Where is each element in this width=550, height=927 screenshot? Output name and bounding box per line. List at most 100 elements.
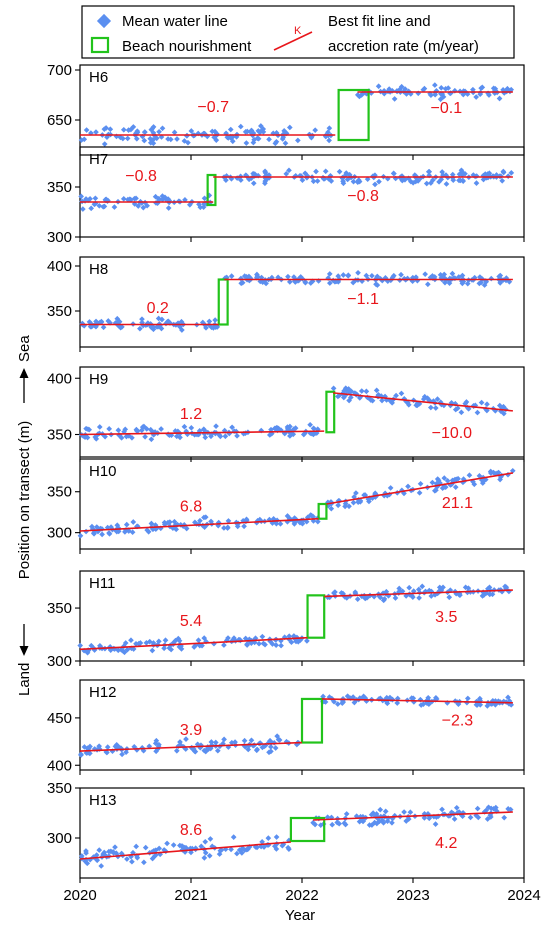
data-point [380, 819, 387, 826]
data-point [428, 92, 434, 99]
data-point [99, 531, 105, 538]
legend-fit-marker-text: K [294, 25, 302, 37]
data-point [120, 135, 126, 142]
data-point [229, 138, 236, 145]
data-point [125, 196, 131, 203]
data-point [336, 168, 343, 175]
fit-line [324, 589, 513, 598]
data-point [138, 427, 145, 434]
y-tick-label: 350 [47, 303, 72, 320]
fit-line [326, 472, 514, 505]
data-point [272, 843, 278, 850]
data-point [261, 844, 267, 850]
data-point [106, 425, 113, 432]
data-point [259, 279, 266, 286]
data-point [239, 850, 245, 856]
data-point [438, 85, 445, 91]
data-point [284, 425, 291, 432]
data-point [243, 140, 250, 146]
data-point [485, 804, 492, 811]
data-point [93, 852, 100, 858]
data-point [159, 125, 166, 132]
legend-mean-water-line-text: Mean water line [122, 13, 228, 30]
data-point [389, 819, 395, 826]
data-point [479, 593, 486, 599]
data-point [115, 647, 122, 654]
data-point [124, 856, 130, 862]
panel-h8: H8 350 400 0.2 −1.1 [47, 256, 525, 352]
data-point [368, 811, 375, 818]
data-point [343, 811, 350, 817]
data-point [429, 479, 436, 486]
data-point [141, 137, 148, 144]
data-point [452, 484, 459, 491]
data-point [165, 318, 172, 325]
data-point [375, 83, 382, 90]
data-point [272, 745, 279, 751]
data-point [260, 129, 267, 135]
data-point [272, 140, 279, 147]
panel-h11: H11 300 350 5.4 3.5 [47, 570, 525, 670]
data-point [473, 180, 480, 186]
data-point [96, 424, 103, 430]
data-point [373, 387, 380, 394]
data-point [329, 821, 336, 828]
data-point [202, 838, 209, 845]
data-point [312, 127, 319, 134]
data-point [119, 751, 125, 758]
data-point [137, 325, 143, 332]
data-point [266, 432, 273, 438]
data-point [83, 127, 90, 133]
data-point [227, 126, 234, 133]
x-tick-label: 2020 [63, 887, 96, 904]
data-point [129, 529, 136, 536]
data-point [222, 433, 229, 440]
data-point [303, 518, 310, 525]
data-point [500, 168, 507, 175]
data-point [314, 518, 321, 525]
data-point [262, 641, 268, 648]
data-point [372, 181, 378, 188]
data-point [433, 694, 439, 701]
data-point [221, 525, 227, 531]
rate-label: 8.6 [180, 822, 202, 839]
data-point [310, 513, 316, 520]
data-point [212, 739, 219, 746]
data-point [484, 401, 490, 408]
data-point [201, 855, 208, 861]
data-point [474, 409, 481, 416]
panel-label: H12 [89, 684, 117, 701]
panel-label: H11 [89, 575, 115, 592]
data-point [78, 751, 84, 758]
data-point [124, 135, 131, 142]
data-point [345, 386, 352, 392]
panel-frame [79, 787, 525, 879]
data-point [340, 272, 347, 278]
data-point [164, 840, 170, 847]
data-point [150, 124, 157, 130]
data-point [230, 834, 237, 840]
legend-nourishment-box-icon [90, 36, 110, 54]
data-point [441, 484, 447, 491]
data-point [307, 421, 313, 428]
data-point [88, 205, 94, 212]
data-point [80, 206, 86, 212]
data-point [198, 843, 205, 850]
data-point [141, 859, 147, 866]
data-point [277, 520, 284, 527]
data-point [387, 485, 394, 491]
data-point [87, 750, 93, 757]
data-point [214, 747, 221, 754]
data-point [208, 433, 214, 440]
data-point [345, 272, 352, 279]
data-point [295, 638, 302, 645]
data-point [203, 325, 209, 331]
nourishment-box [317, 502, 328, 520]
data-point [340, 180, 347, 187]
rate-label: −2.3 [442, 712, 474, 729]
data-point [419, 583, 426, 590]
data-point [96, 202, 103, 209]
data-point [444, 478, 451, 484]
data-point [442, 86, 449, 92]
data-point [77, 532, 84, 539]
